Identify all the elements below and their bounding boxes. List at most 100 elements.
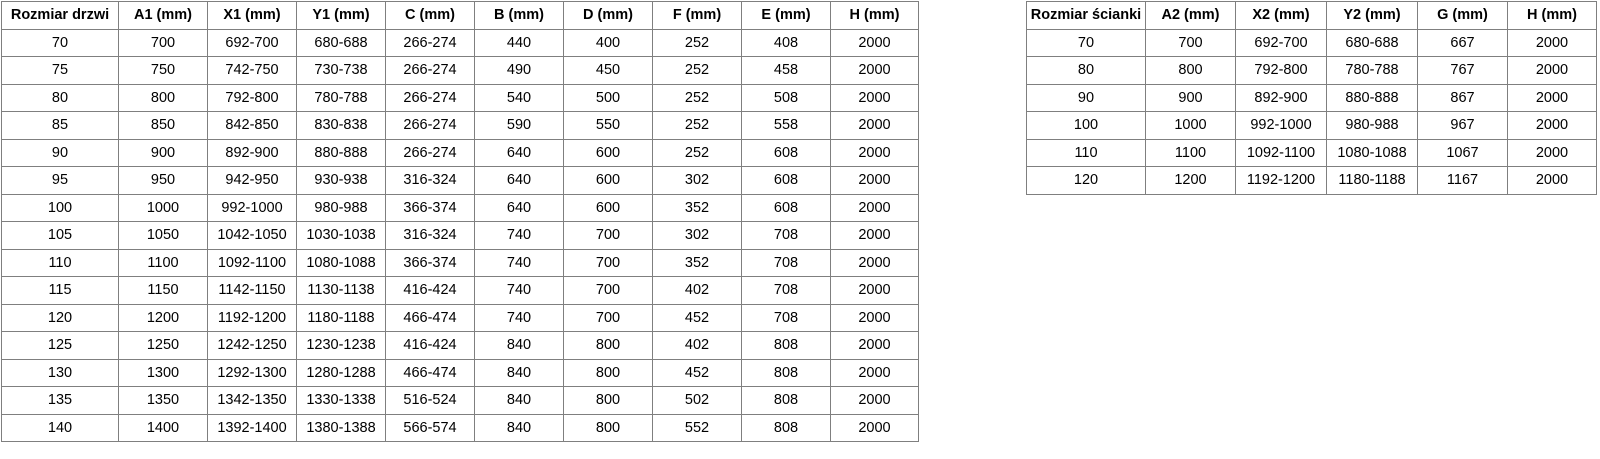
table-row: 100 1000 992-1000 980-988 967 2000 (1026, 111, 1597, 140)
table-cell: 792-800 (1235, 56, 1327, 85)
column-header: A1 (mm) (118, 1, 208, 30)
table-cell: 2000 (830, 28, 919, 57)
table-cell: 540 (474, 83, 564, 112)
table-cell: 800 (563, 358, 653, 387)
table-row: 70 700 692-700 680-688 667 2000 (1026, 28, 1597, 57)
table-cell: 740 (474, 221, 564, 250)
table-cell: 2000 (1507, 138, 1597, 167)
table-cell: 740 (474, 248, 564, 277)
table-cell: 900 (118, 138, 208, 167)
table-cell: 70 (1026, 28, 1146, 57)
table-cell: 100 (1026, 111, 1146, 140)
table-cell: 2000 (1507, 83, 1597, 112)
table-cell: 800 (118, 83, 208, 112)
table-cell: 316-324 (385, 166, 475, 195)
table-cell: 880-888 (296, 138, 386, 167)
table-cell: 2000 (830, 413, 919, 442)
table-row: 85 850 842-850 830-838 266-274 590 550 252 558 20… (1, 111, 919, 140)
wall-table-header: Rozmiar ścianki A2 (mm) X2 (mm) Y2 (mm) G (m… (1026, 1, 1597, 30)
table-cell: 840 (474, 358, 564, 387)
table-cell: 1050 (118, 221, 208, 250)
table-cell: 700 (563, 303, 653, 332)
table-cell: 740 (474, 276, 564, 305)
table-cell: 416-424 (385, 276, 475, 305)
table-cell: 792-800 (207, 83, 297, 112)
table-cell: 1180-1188 (1326, 166, 1418, 195)
table-cell: 1330-1338 (296, 386, 386, 415)
table-row: 110 1100 1092-1100 1080-1088 366-374 740 700 35… (1, 248, 919, 277)
table-cell: 880-888 (1326, 83, 1418, 112)
wall-size-table: Rozmiar ścianki A2 (mm) X2 (mm) Y2 (mm) G (m… (1026, 1, 1597, 195)
door-table-header: Rozmiar drzwi A1 (mm) X1 (mm) Y1 (mm) C (mm)… (1, 1, 919, 30)
table-cell: 352 (652, 193, 742, 222)
table-cell: 840 (474, 331, 564, 360)
table-cell: 1080-1088 (1326, 138, 1418, 167)
table-cell: 402 (652, 331, 742, 360)
table-cell: 700 (563, 248, 653, 277)
table-cell: 1292-1300 (207, 358, 297, 387)
table-cell: 800 (1145, 56, 1236, 85)
table-cell: 552 (652, 413, 742, 442)
table-cell: 808 (741, 413, 831, 442)
table-cell: 700 (563, 221, 653, 250)
table-row: 105 1050 1042-1050 1030-1038 316-324 740 700 30… (1, 221, 919, 250)
table-cell: 402 (652, 276, 742, 305)
table-cell: 1080-1088 (296, 248, 386, 277)
table-cell: 2000 (830, 83, 919, 112)
column-header: G (mm) (1417, 1, 1508, 30)
table-cell: 967 (1417, 111, 1508, 140)
table-cell: 930-938 (296, 166, 386, 195)
table-cell: 266-274 (385, 83, 475, 112)
table-cell: 2000 (830, 276, 919, 305)
table-cell: 700 (118, 28, 208, 57)
column-header: D (mm) (563, 1, 653, 30)
table-cell: 252 (652, 28, 742, 57)
table-cell: 1100 (1145, 138, 1236, 167)
table-cell: 1192-1200 (207, 303, 297, 332)
table-cell: 80 (1026, 56, 1146, 85)
table-row: 140 1400 1392-1400 1380-1388 566-574 840 800 55… (1, 413, 919, 442)
table-cell: 100 (1, 193, 119, 222)
table-cell: 85 (1, 111, 119, 140)
table-cell: 708 (741, 303, 831, 332)
table-cell: 2000 (830, 303, 919, 332)
table-cell: 808 (741, 386, 831, 415)
table-cell: 1242-1250 (207, 331, 297, 360)
table-cell: 680-688 (296, 28, 386, 57)
table-cell: 708 (741, 276, 831, 305)
table-cell: 842-850 (207, 111, 297, 140)
table-cell: 440 (474, 28, 564, 57)
table-cell: 135 (1, 386, 119, 415)
table-cell: 95 (1, 166, 119, 195)
table-cell: 366-374 (385, 248, 475, 277)
table-cell: 2000 (1507, 166, 1597, 195)
table-cell: 416-424 (385, 331, 475, 360)
column-header: Y2 (mm) (1326, 1, 1418, 30)
table-cell: 408 (741, 28, 831, 57)
table-cell: 516-524 (385, 386, 475, 415)
table-cell: 80 (1, 83, 119, 112)
table-cell: 115 (1, 276, 119, 305)
table-cell: 466-474 (385, 303, 475, 332)
table-cell: 780-788 (296, 83, 386, 112)
table-cell: 2000 (830, 386, 919, 415)
table-cell: 680-688 (1326, 28, 1418, 57)
table-cell: 1042-1050 (207, 221, 297, 250)
table-row: 120 1200 1192-1200 1180-1188 466-474 740 700 45… (1, 303, 919, 332)
table-cell: 90 (1, 138, 119, 167)
table-cell: 130 (1, 358, 119, 387)
table-row: 80 800 792-800 780-788 767 2000 (1026, 56, 1597, 85)
table-cell: 400 (563, 28, 653, 57)
table-cell: 800 (563, 331, 653, 360)
column-header: Rozmiar drzwi (1, 1, 119, 30)
table-cell: 2000 (830, 56, 919, 85)
table-cell: 608 (741, 166, 831, 195)
table-cell: 2000 (830, 166, 919, 195)
column-header: H (mm) (1507, 1, 1597, 30)
table-cell: 600 (563, 138, 653, 167)
table-cell: 830-838 (296, 111, 386, 140)
table-cell: 780-788 (1326, 56, 1418, 85)
table-cell: 750 (118, 56, 208, 85)
header-row: Rozmiar drzwi A1 (mm) X1 (mm) Y1 (mm) C (mm)… (1, 1, 919, 30)
table-row: 95 950 942-950 930-938 316-324 640 600 302 608 20… (1, 166, 919, 195)
